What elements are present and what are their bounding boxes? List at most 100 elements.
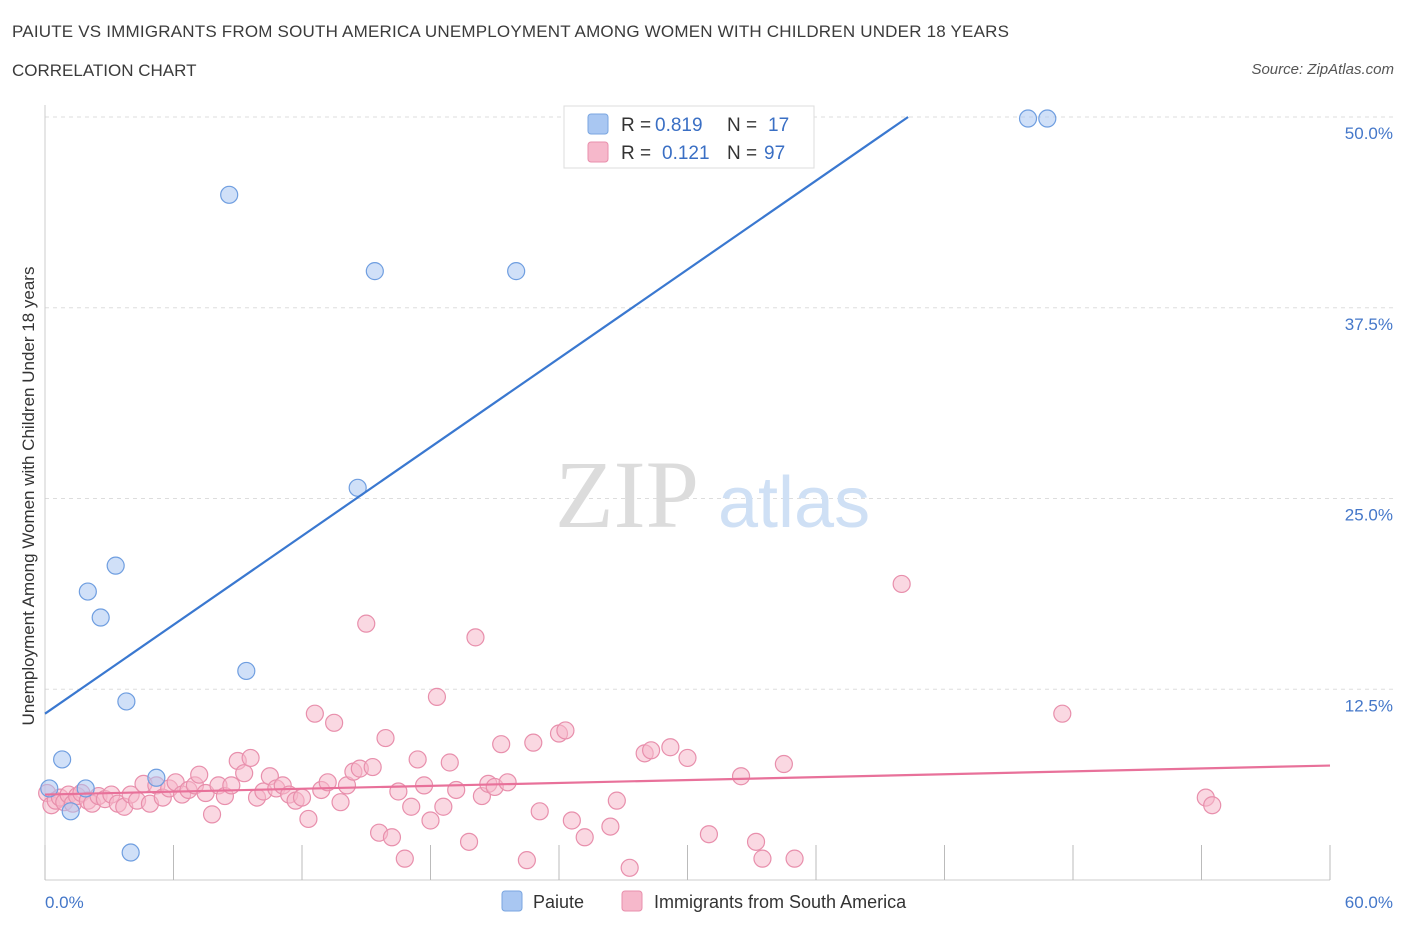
immigrants-point-56 <box>376 728 395 748</box>
paiute-point-8 <box>121 843 140 862</box>
immigrants-point-47 <box>318 773 337 792</box>
paiute-point-16 <box>1038 109 1057 128</box>
paiute-point-7 <box>117 692 136 711</box>
immigrants-point-66 <box>440 753 459 772</box>
immigrants-point-48 <box>325 713 344 732</box>
immigrants-point-60 <box>402 797 421 816</box>
paiute-point-9 <box>147 768 166 787</box>
y-axis-title: Unemployment Among Women with Children U… <box>19 267 38 726</box>
immigrants-point-49 <box>331 793 350 812</box>
legend-paiute-r-label: R = <box>621 115 651 136</box>
immigrants-point-79 <box>556 721 575 740</box>
immigrants-point-96 <box>1053 704 1072 723</box>
gridlines <box>45 116 1393 690</box>
chart-title: PAIUTE VS IMMIGRANTS FROM SOUTH AMERICA … <box>12 22 1010 41</box>
immigrants-point-81 <box>575 828 594 847</box>
immigrants-point-45 <box>305 704 324 723</box>
immigrants-point-61 <box>408 750 427 769</box>
immigrants-point-35 <box>241 748 260 768</box>
immigrants-point-29 <box>202 805 222 824</box>
y-tick-labels: 12.5% 25.0% 37.5% 50.0% <box>1345 124 1393 715</box>
immigrants-point-54 <box>363 757 382 777</box>
immigrants-point-93 <box>774 754 793 774</box>
immigrants-point-95 <box>892 574 911 594</box>
paiute-point-6 <box>106 556 125 575</box>
immigrants-points <box>38 574 1222 877</box>
immigrants-point-98 <box>1203 796 1222 815</box>
paiute-point-11 <box>237 661 256 681</box>
immigrants-point-69 <box>466 628 485 647</box>
paiute-trend-line <box>44 116 909 715</box>
immigrants-point-80 <box>562 811 581 830</box>
immigrants-point-94 <box>785 849 804 868</box>
immigrants-point-59 <box>395 849 414 868</box>
immigrants-point-88 <box>678 748 697 768</box>
bottom-legend-paiute: Paiute <box>533 892 584 912</box>
immigrants-point-87 <box>661 738 680 757</box>
immigrants-point-83 <box>607 791 626 810</box>
correlation-legend: R = 0.819 N = 17 R = 0.121 N = 97 <box>563 105 815 169</box>
paiute-point-1 <box>53 750 72 769</box>
x-tick-label-max: 60.0% <box>1345 893 1393 912</box>
immigrants-point-53 <box>357 614 376 633</box>
immigrants-point-84 <box>620 858 639 877</box>
paiute-point-14 <box>507 262 526 281</box>
immigrants-point-77 <box>530 802 549 821</box>
immigrants-point-86 <box>641 741 661 760</box>
bottom-legend-swatch-immigrants <box>621 890 643 912</box>
immigrants-trend-line <box>44 764 1331 796</box>
immigrants-point-91 <box>746 832 766 851</box>
legend-paiute-r: 0.819 <box>655 115 703 136</box>
paiute-point-0 <box>40 779 59 798</box>
chart-source: Source: ZipAtlas.com <box>1251 61 1394 78</box>
legend-immigrants-n-label: N = <box>727 143 757 164</box>
immigrants-point-92 <box>753 849 772 868</box>
watermark-atlas: atlas <box>718 463 870 543</box>
paiute-point-5 <box>91 608 110 627</box>
legend-immigrants-r-label: R = <box>621 143 651 164</box>
y-tick-label-1: 25.0% <box>1345 506 1393 525</box>
watermark-zip: ZIP <box>555 441 699 548</box>
chart-subtitle: CORRELATION CHART <box>12 61 197 80</box>
immigrants-point-67 <box>447 780 466 800</box>
immigrants-point-82 <box>601 817 620 836</box>
paiute-point-2 <box>61 802 80 821</box>
immigrants-point-57 <box>382 828 402 847</box>
legend-immigrants-n: 97 <box>764 143 785 164</box>
paiute-point-12 <box>365 262 384 281</box>
legend-paiute-n-label: N = <box>727 115 757 136</box>
paiute-point-10 <box>220 185 239 204</box>
immigrants-point-65 <box>434 797 453 816</box>
bottom-legend-immigrants: Immigrants from South America <box>654 892 907 912</box>
legend-immigrants-r: 0.121 <box>662 143 710 164</box>
y-tick-label-2: 37.5% <box>1345 315 1393 334</box>
y-tick-label-0: 12.5% <box>1345 696 1393 715</box>
axes <box>44 105 1331 881</box>
legend-paiute-n: 17 <box>768 115 789 136</box>
y-tick-label-3: 50.0% <box>1345 124 1393 143</box>
immigrants-point-44 <box>299 809 318 829</box>
x-tick-label-min: 0.0% <box>45 893 84 912</box>
immigrants-point-64 <box>427 687 447 706</box>
immigrants-point-74 <box>498 773 517 792</box>
immigrants-point-89 <box>699 825 719 844</box>
immigrants-point-90 <box>731 767 751 786</box>
immigrants-point-76 <box>524 733 543 752</box>
trend-lines <box>44 116 1331 796</box>
paiute-point-15 <box>1018 109 1038 128</box>
immigrants-point-75 <box>517 851 536 870</box>
bottom-legend-swatch-paiute <box>501 890 523 912</box>
immigrants-point-27 <box>190 765 209 784</box>
series-legend: Paiute Immigrants from South America <box>501 890 907 912</box>
immigrants-point-34 <box>235 764 254 783</box>
legend-swatch-paiute <box>587 113 609 135</box>
paiute-point-4 <box>78 582 97 601</box>
paiute-points <box>40 109 1057 862</box>
watermark: ZIP atlas <box>555 441 870 548</box>
immigrants-point-43 <box>292 788 312 807</box>
immigrants-point-68 <box>459 832 479 851</box>
immigrants-point-73 <box>492 735 511 754</box>
legend-swatch-immigrants <box>587 141 609 163</box>
immigrants-point-63 <box>421 811 440 830</box>
